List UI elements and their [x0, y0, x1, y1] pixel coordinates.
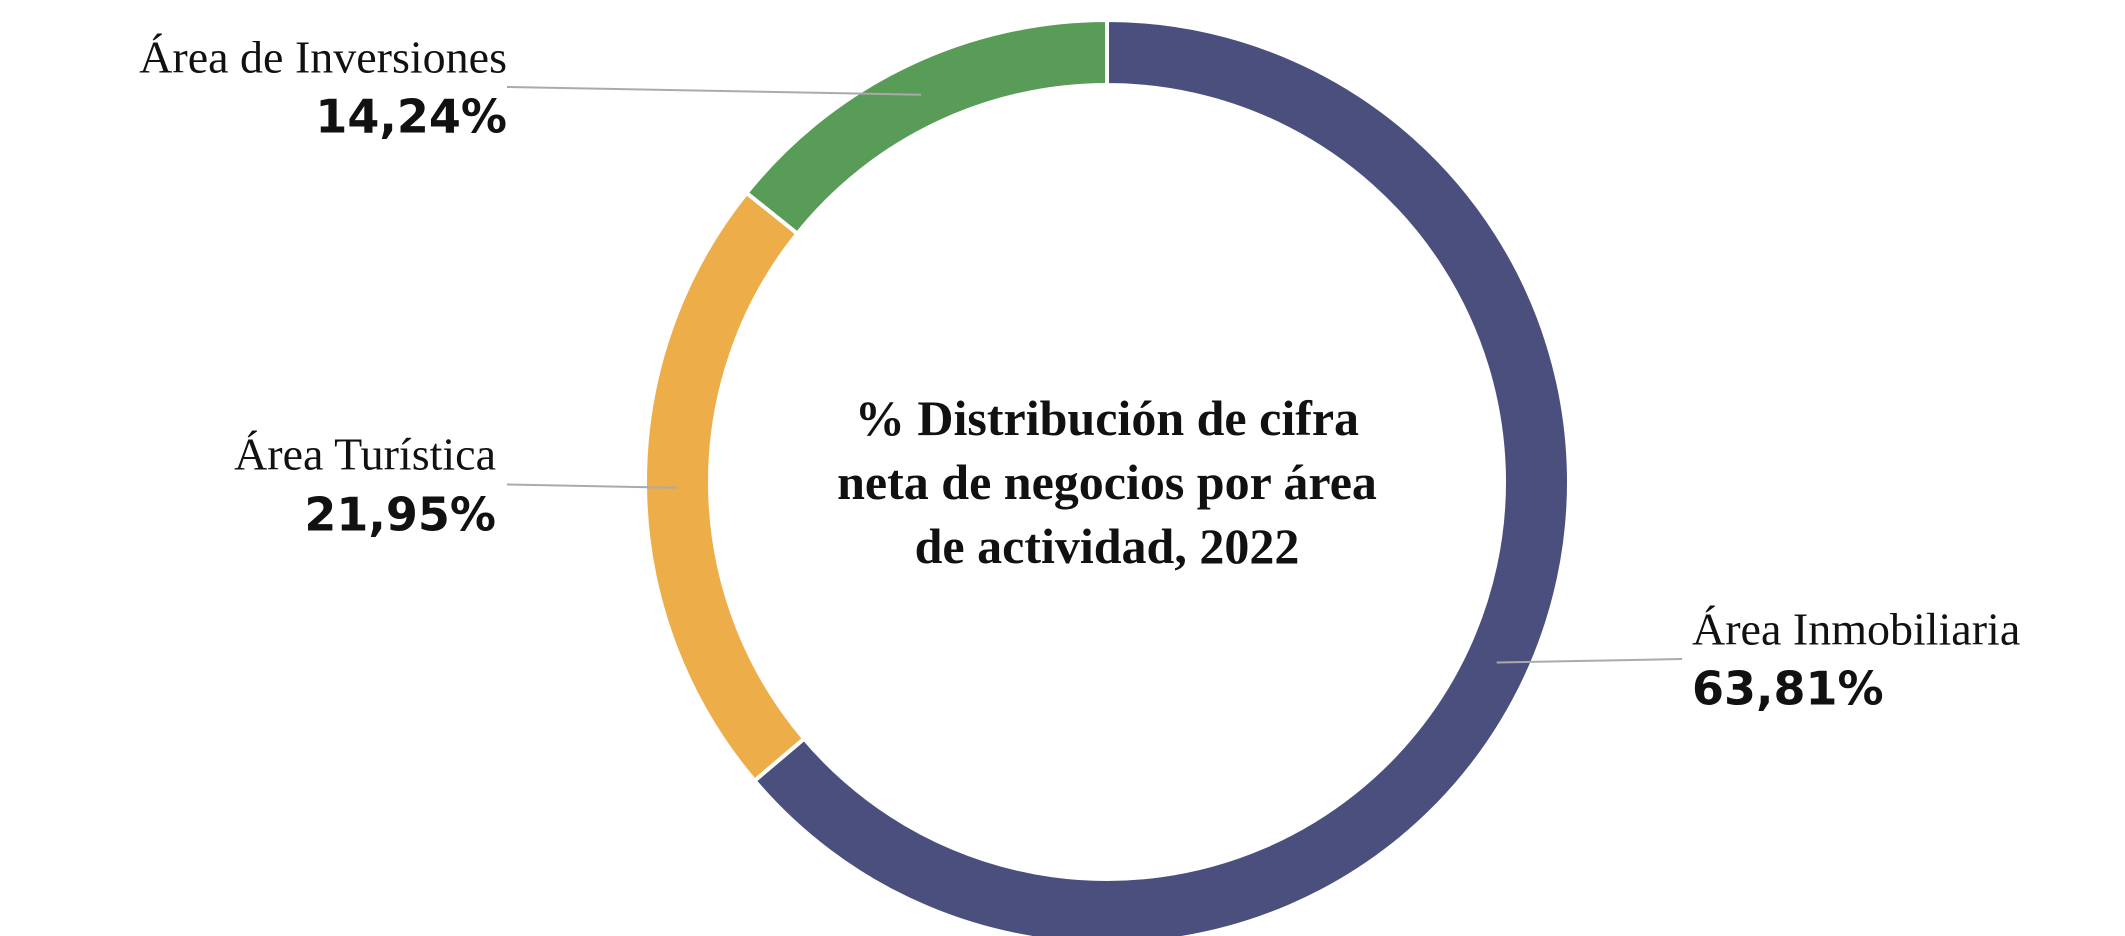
leader-line	[506, 483, 678, 489]
category-label: Área de Inversiones	[139, 32, 507, 83]
category-label: Área Turística	[234, 429, 496, 480]
value-label: 14,24%	[315, 90, 507, 144]
value-label: 63,81%	[1692, 662, 1884, 716]
chart-title: % Distribución de cifra neta de negocios…	[837, 390, 1377, 574]
leader-line	[506, 86, 922, 96]
donut-segment	[751, 17, 1571, 936]
donut-segment	[743, 17, 1109, 237]
leader-line	[1496, 658, 1683, 664]
category-label: Área Inmobiliaria	[1692, 604, 2020, 655]
value-label: 21,95%	[304, 488, 496, 542]
